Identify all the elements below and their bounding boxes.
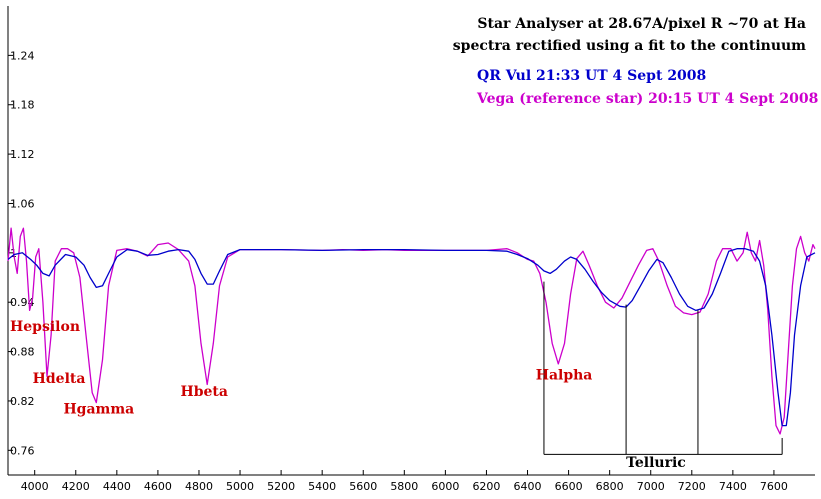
x-tick-label: 6200 [472, 480, 500, 493]
x-tick-label: 7200 [678, 480, 706, 493]
x-tick-label: 6600 [555, 480, 583, 493]
axis-ticks: 4000 4200 4400 4600 4800 5000 5200 5400 5600 5800… [8, 49, 788, 493]
x-tick-label: 5000 [226, 480, 254, 493]
annotation-label: Halpha [536, 368, 593, 384]
x-tick-label: 7400 [719, 480, 747, 493]
legend-entry: QR Vul 21:33 UT 4 Sept 2008 [477, 68, 706, 84]
x-tick-label: 6400 [514, 480, 542, 493]
y-tick-label: 1.18 [10, 99, 35, 112]
x-tick-label: 4000 [21, 480, 49, 493]
annotations: Hepsilon Hdelta Hgamma Hbeta Halpha Telluric [10, 319, 686, 471]
y-tick-label: 0.76 [10, 444, 35, 457]
y-tick-label: 1.24 [10, 49, 35, 62]
annotation-label: Hgamma [63, 401, 134, 417]
annotation-label: Hbeta [180, 384, 227, 400]
x-tick-label: 4200 [62, 480, 90, 493]
legend-entry: Vega (reference star) 20:15 UT 4 Sept 20… [476, 91, 818, 107]
x-tick-label: 4800 [185, 480, 213, 493]
chart-title-line: spectra rectified using a fit to the con… [453, 38, 806, 54]
annotation-label: Hdelta [33, 371, 86, 387]
x-tick-label: 5600 [349, 480, 377, 493]
telluric-markers [543, 281, 783, 455]
y-tick-label: 1.06 [10, 197, 35, 210]
x-tick-label: 5400 [308, 480, 336, 493]
x-tick-label: 4400 [103, 480, 131, 493]
x-tick-label: 7000 [637, 480, 665, 493]
y-tick-label: 0.82 [10, 395, 35, 408]
x-tick-label: 6000 [431, 480, 459, 493]
x-tick-label: 5800 [390, 480, 418, 493]
x-tick-label: 6800 [596, 480, 624, 493]
y-tick-label: 0.88 [10, 346, 35, 359]
axes [7, 6, 815, 476]
x-tick-label: 7600 [760, 480, 788, 493]
chart-title-line: Star Analyser at 28.67A/pixel R ~70 at H… [477, 16, 806, 32]
y-tick-label: 1.12 [10, 148, 35, 161]
legend: Star Analyser at 28.67A/pixel R ~70 at H… [453, 16, 819, 107]
series-group [7, 227, 816, 435]
series-line [7, 248, 816, 427]
x-tick-label: 5200 [267, 480, 295, 493]
annotation-label: Hepsilon [10, 319, 80, 335]
x-tick-label: 4600 [144, 480, 172, 493]
annotation-label: Telluric [626, 455, 686, 471]
